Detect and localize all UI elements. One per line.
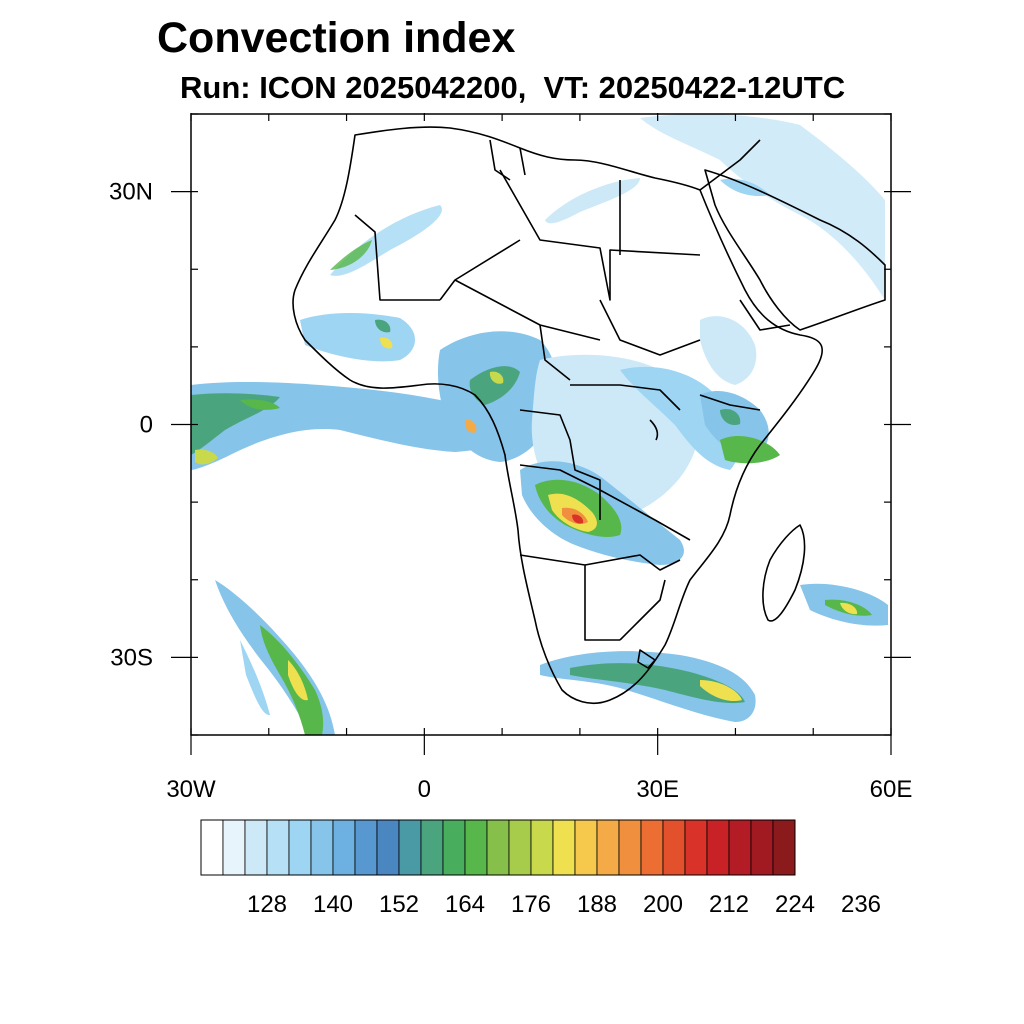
colorbar-swatch [728, 819, 752, 876]
convection-field [191, 114, 888, 735]
colorbar-labels: 128 140 152 164 176 188 200 212 224 236 [247, 891, 881, 918]
colorbar-label: 236 [841, 891, 881, 918]
lon-tick-label: 0 [418, 776, 431, 803]
colorbar-swatch [574, 819, 598, 876]
colorbar [200, 819, 796, 876]
colorbar-swatch [464, 819, 488, 876]
colorbar-swatch [684, 819, 708, 876]
colorbar-swatch [706, 819, 730, 876]
lat-tick-label: 0 [140, 412, 153, 439]
colorbar-label: 128 [247, 891, 287, 918]
colorbar-label: 224 [775, 891, 815, 918]
colorbar-label: 200 [643, 891, 683, 918]
colorbar-swatch [442, 819, 466, 876]
lat-tick-label: 30S [110, 644, 153, 671]
colorbar-swatch [596, 819, 620, 876]
axis-ticks [171, 113, 911, 755]
colorbar-swatch [288, 819, 312, 876]
colorbar-swatch [508, 819, 532, 876]
colorbar-label: 152 [379, 891, 419, 918]
colorbar-swatch [398, 819, 422, 876]
colorbar-swatch [222, 819, 246, 876]
colorbar-swatch [376, 819, 400, 876]
colorbar-label: 140 [313, 891, 353, 918]
colorbar-swatch [244, 819, 268, 876]
map-title: Convection index [157, 14, 516, 62]
colorbar-swatch [486, 819, 510, 876]
colorbar-swatch [530, 819, 554, 876]
colorbar-swatch [200, 819, 224, 876]
lon-tick-label: 30E [636, 776, 679, 803]
colorbar-swatch [552, 819, 576, 876]
lon-tick-label: 30W [166, 776, 216, 803]
lon-tick-label: 60E [870, 776, 913, 803]
colorbar-label: 212 [709, 891, 749, 918]
colorbar-swatch [332, 819, 356, 876]
colorbar-swatch [354, 819, 378, 876]
colorbar-outline [200, 819, 796, 876]
colorbar-swatch [420, 819, 444, 876]
colorbar-swatch [266, 819, 290, 876]
colorbar-label: 164 [445, 891, 485, 918]
axis-tick-labels: 30W 0 30E 60E 30N 0 30S [109, 179, 912, 803]
coastlines-borders [292, 126, 886, 705]
lat-tick-label: 30N [109, 179, 153, 206]
colorbar-swatch [310, 819, 334, 876]
colorbar-label: 176 [511, 891, 551, 918]
map-area [191, 114, 891, 735]
colorbar-swatch [618, 819, 642, 876]
colorbar-swatch [640, 819, 664, 876]
colorbar-swatch [662, 819, 686, 876]
map-subtitle: Run: ICON 2025042200, VT: 20250422-12UTC [180, 70, 846, 105]
colorbar-swatch [750, 819, 774, 876]
colorbar-label: 188 [577, 891, 617, 918]
colorbar-swatch [772, 819, 796, 876]
